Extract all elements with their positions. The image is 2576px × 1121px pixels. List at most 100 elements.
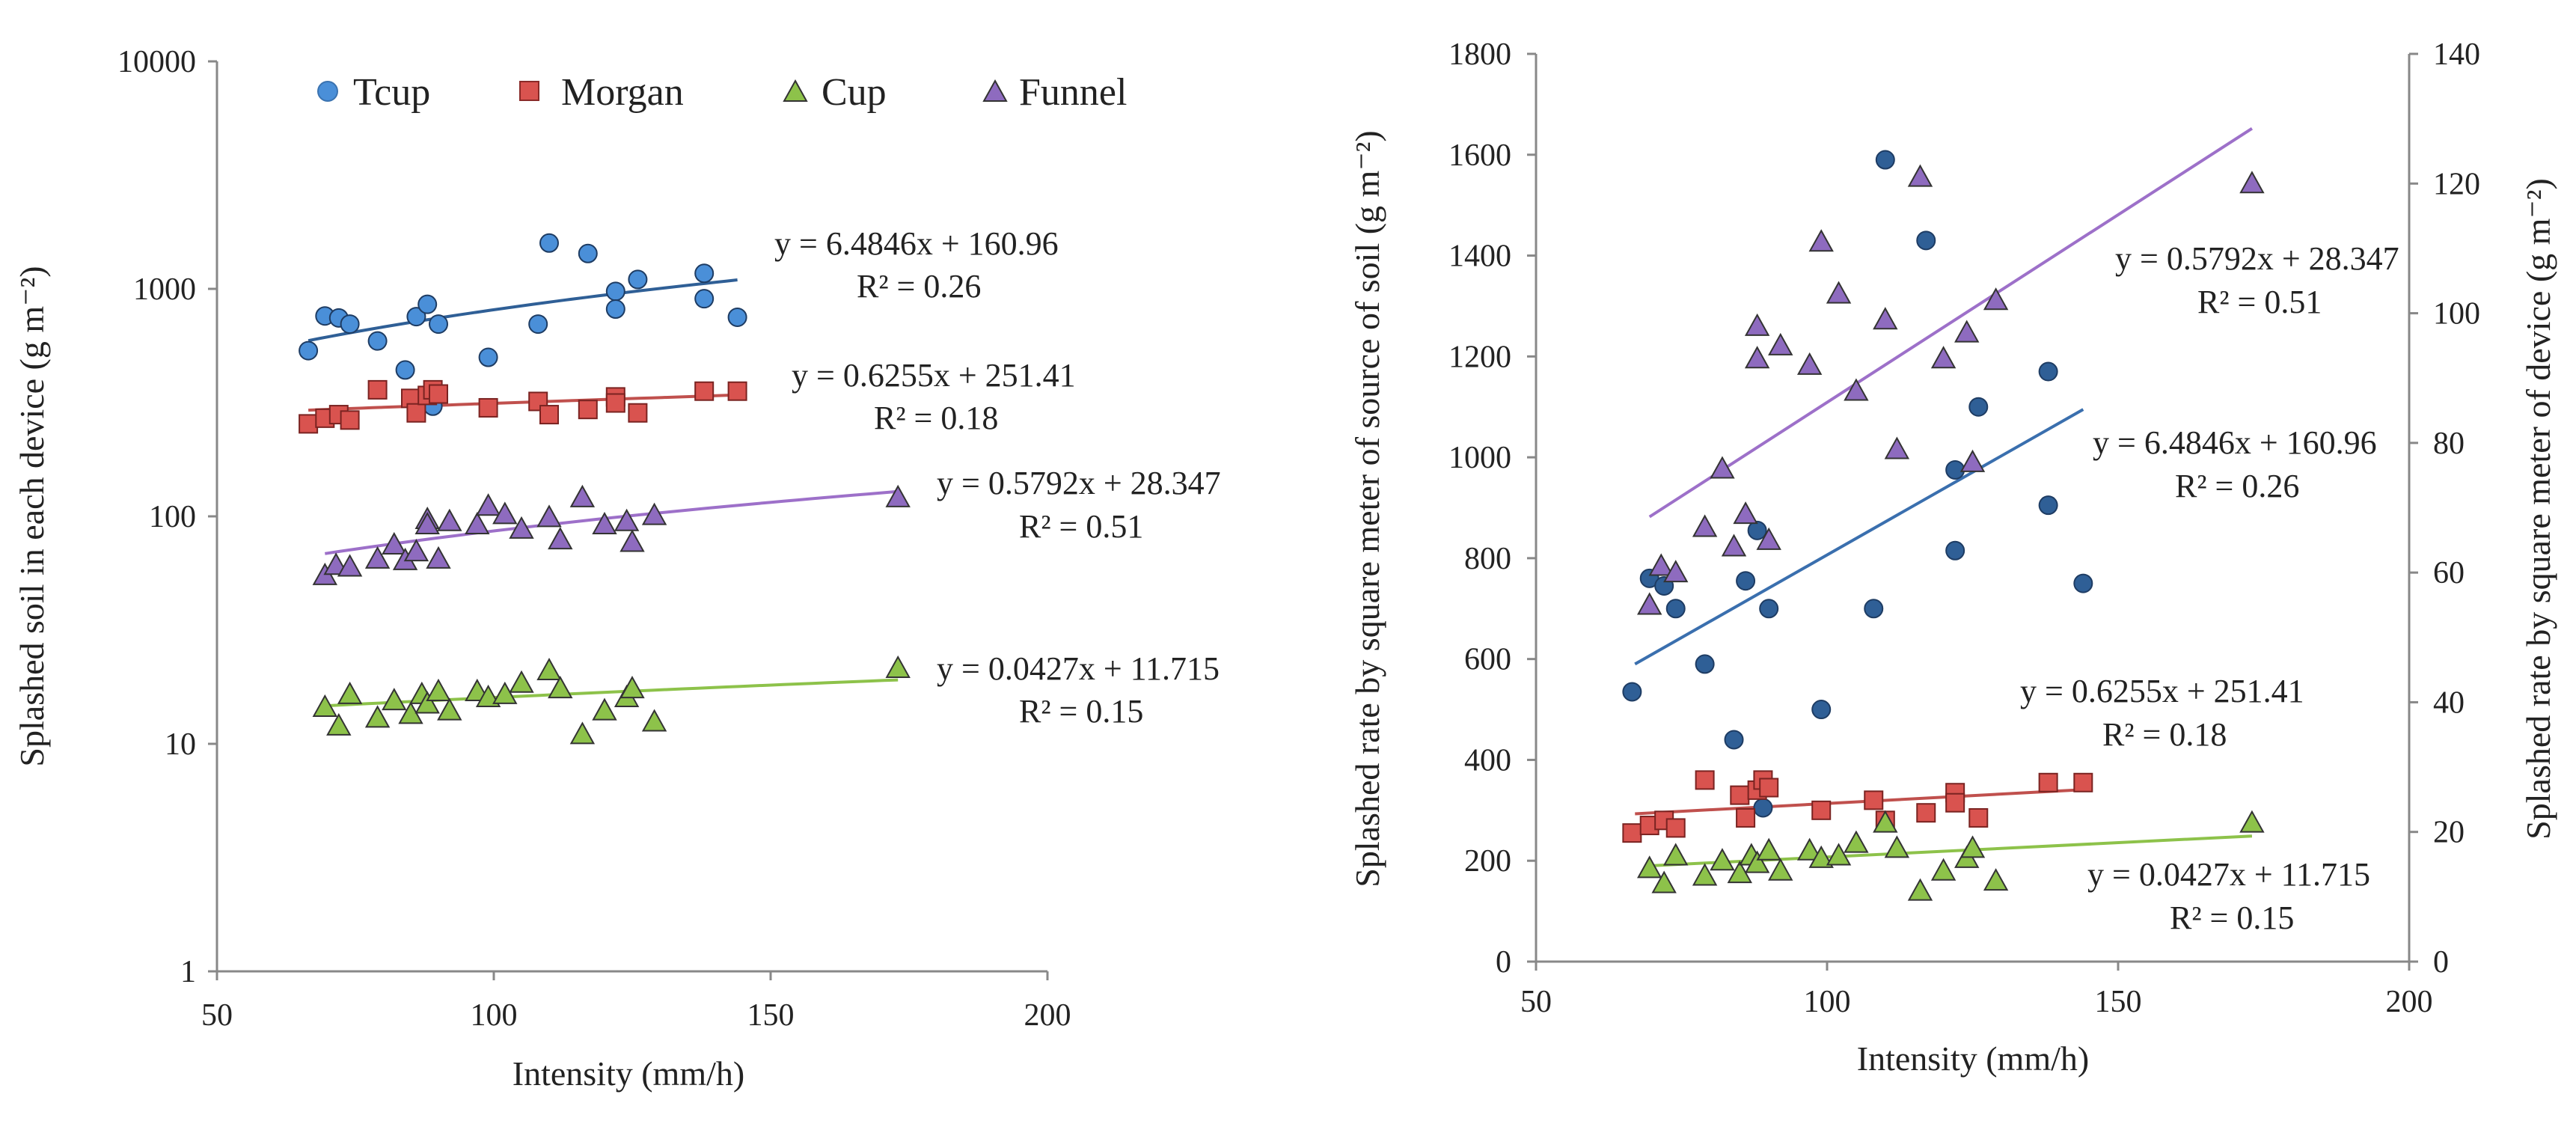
right-point-cup [1663,843,1689,866]
right-point-morgan [1736,807,1756,828]
right-y2-tick-label: 0 [2433,945,2449,980]
left-point-funnel [614,508,640,531]
right-point-morgan [1811,800,1832,820]
left-eq-tcup: y = 6.4846x + 160.96 [774,225,1059,262]
right-r2-funnel: R² = 0.51 [2197,284,2322,320]
right-point-cup [1692,863,1718,886]
right-point-cup [2239,810,2265,833]
right-point-tcup [1875,150,1895,170]
left-point-funnel [337,554,363,577]
right-point-funnel [1637,592,1662,615]
right-point-morgan [1916,803,1936,823]
right-point-funnel [1826,281,1852,304]
right-point-tcup [1945,540,1965,560]
right-x-tick-label: 150 [2095,985,2142,1019]
left-point-funnel [364,546,391,569]
left-eq-funnel: y = 0.5792x + 28.347 [937,465,1221,501]
right-x-tick-label: 50 [1520,985,1552,1019]
left-x-tick-label: 200 [1024,998,1071,1033]
right-y-tick-label: 800 [1464,542,1511,576]
left-point-cup [885,655,911,678]
right-chart: 0200400600800100012001400160018000204060… [1348,37,2557,1078]
legend-marker-tcup [317,81,338,102]
legend-label-tcup: Tcup [353,71,430,114]
left-x-tick-label: 100 [471,998,518,1033]
left-point-funnel [465,511,490,535]
left-y-tick-label: 100 [149,500,196,534]
left-point-funnel [426,546,451,569]
right-r2-tcup: R² = 0.26 [2175,468,2299,504]
left-point-cup [569,721,596,745]
right-point-funnel [1733,501,1758,525]
right-point-tcup [1759,599,1779,619]
left-point-tcup [340,314,360,335]
right-point-funnel [1808,229,1834,252]
left-point-tcup [406,307,426,327]
left-point-morgan [539,405,559,425]
left-point-cup [509,670,534,693]
right-point-tcup [1916,230,1936,251]
left-eq-cup: y = 0.0427x + 11.715 [937,650,1220,687]
right-point-cup [1796,837,1823,861]
right-y-tick-label: 0 [1496,945,1511,980]
right-trendline-morgan [1635,788,2084,816]
legend-marker-morgan [519,81,539,101]
left-point-tcup [367,331,388,351]
left-y-tick-label: 10 [165,727,196,762]
left-point-morgan [694,381,715,401]
right-point-cup [1844,830,1869,853]
right-point-tcup [1724,730,1744,750]
right-y-tick-label: 400 [1464,743,1511,778]
right-point-tcup [1864,599,1884,619]
right-point-tcup [1695,654,1715,674]
left-x-tick-label: 150 [747,998,795,1033]
right-point-cup [1884,835,1910,858]
right-r2-morgan: R² = 0.18 [2102,716,2227,753]
right-point-funnel [1983,287,2009,311]
left-point-tcup [395,360,415,380]
left-point-morgan [578,400,598,420]
right-point-tcup [1747,520,1767,540]
left-y-tick-label: 10000 [117,45,196,79]
right-y2-tick-label: 80 [2433,427,2465,461]
right-point-funnel [1796,352,1823,375]
left-point-morgan [628,403,648,423]
right-y2-tick-label: 120 [2433,167,2480,201]
right-x-axis-title: Intensity (mm/h) [1857,1039,2089,1078]
left-point-funnel [641,502,667,525]
left-trendline-morgan [308,393,738,412]
right-y-tick-label: 1400 [1448,239,1511,274]
right-point-funnel [1907,164,1933,187]
right-point-cup [1808,845,1834,868]
right-point-tcup [2073,573,2093,593]
right-point-tcup [1968,397,1989,417]
left-point-funnel [619,529,645,552]
left-point-funnel [592,511,617,535]
left-r2-cup: R² = 0.15 [1019,693,1143,730]
right-point-morgan [1968,807,1989,828]
right-point-tcup [1753,798,1773,818]
right-point-funnel [1721,534,1747,557]
left-point-cup [382,688,407,711]
left-point-cup [312,694,337,717]
left-point-funnel [414,511,440,535]
right-y-tick-label: 1200 [1448,340,1511,374]
right-point-funnel [1954,320,1980,343]
left-point-tcup [539,233,559,253]
left-point-tcup [417,294,438,314]
left-point-funnel [885,484,911,507]
left-point-cup [364,705,391,728]
right-eq-morgan: y = 0.6255x + 251.41 [2020,673,2304,709]
right-point-morgan [1622,823,1642,843]
left-r2-morgan: R² = 0.18 [874,400,998,436]
right-point-funnel [1959,449,1986,472]
left-point-morgan [478,397,498,418]
left-point-tcup [605,299,625,320]
right-y2-tick-label: 20 [2433,816,2465,850]
right-point-morgan [1759,778,1779,798]
right-y2-tick-label: 60 [2433,556,2465,590]
right-point-funnel [1768,332,1793,355]
left-y-tick-label: 1 [180,955,196,989]
right-trendline-tcup [1634,408,2084,666]
legend-label-funnel: Funnel [1019,71,1127,114]
